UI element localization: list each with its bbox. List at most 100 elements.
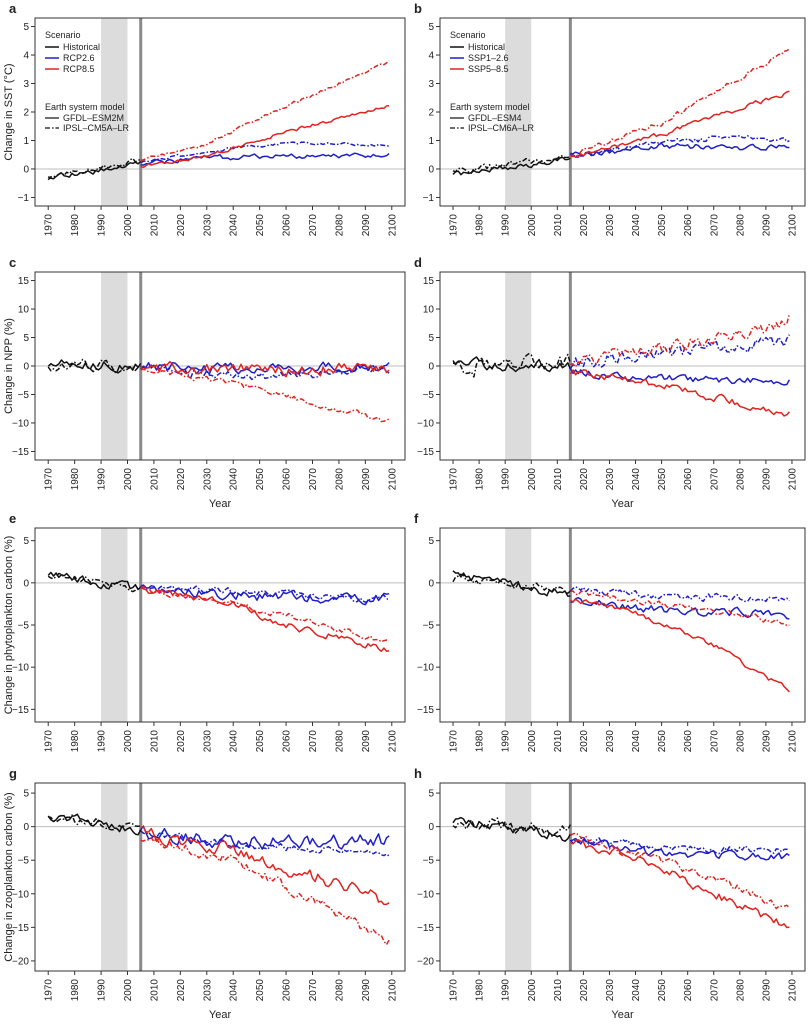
x-tick-label: 2030 [605,214,616,237]
series-line-historical-model2 [47,358,142,375]
y-tick-label: 4 [428,51,434,62]
panel-letter: d [414,255,422,270]
reference-band [505,18,532,206]
series-line-high-model2 [140,60,390,162]
x-axis-label: Year [209,498,232,510]
x-tick-label: 2100 [787,214,798,237]
panel-letter: a [9,1,17,16]
series-line-high-model1 [569,369,790,417]
panel-f: −15 −10 −5 0 5 1970 1980 1990 2000 2010 2020 2030 20… [414,511,806,753]
x-tick-label: 2060 [683,730,694,753]
x-tick-label: 2000 [123,468,134,491]
series-line-high-model1 [140,104,390,169]
x-tick-label: 2070 [308,730,319,753]
panel-e: −15 −10 −5 0 5 1970 1980 1990 2000 2010 2020 2030 20… [3,511,406,753]
y-tick-label: 2 [428,108,434,119]
x-tick-label: 2100 [787,730,798,753]
series-line-historical-model2 [452,817,572,837]
x-tick-label: 2080 [334,730,345,753]
plot-frame [34,782,406,972]
y-tick-label: −10 [417,663,434,674]
x-tick-label: 2090 [761,468,772,491]
y-tick-label: −1 [18,193,30,204]
x-tick-label: 2080 [334,468,345,491]
x-tick-label: 2090 [361,979,372,1002]
y-tick-label: 15 [423,276,435,287]
x-tick-label: 2040 [631,730,642,753]
x-tick-label: 2010 [149,214,160,237]
y-tick-label: −15 [417,923,434,934]
legend-model-label: IPSL–CM5A–LR [63,123,130,133]
y-tick-label: 3 [23,79,29,90]
series-line-low-model2 [140,585,390,603]
series-line-low-model1 [569,368,791,386]
legend-scenario-label: RCP2.6 [63,53,95,63]
x-tick-label: 1990 [501,979,512,1002]
x-tick-label: 2010 [553,468,564,491]
series-line-low-model1 [570,596,790,620]
x-tick-label: 2070 [709,468,720,491]
y-axis-label: Change in NPP (%) [3,318,15,414]
x-tick-label: 1970 [449,730,460,753]
panel-letter: b [414,1,422,16]
series-line-low-model1 [570,142,790,157]
x-tick-label: 2020 [579,730,590,753]
series-line-historical-model2 [47,157,141,181]
reference-band [101,18,128,206]
x-tick-label: 2000 [123,214,134,237]
y-axis-label: Change in SST (°C) [3,63,15,160]
y-tick-label: 5 [23,536,29,547]
x-axis-label: Year [209,1009,232,1021]
x-tick-label: 2080 [735,214,746,237]
series-line-historical-model1 [47,160,142,180]
x-tick-label: 2050 [255,468,266,491]
y-tick-label: 0 [23,578,29,589]
plot-frame [34,527,406,723]
y-tick-label: −15 [417,447,434,458]
x-tick-label: 2090 [361,730,372,753]
y-tick-label: 5 [428,333,434,344]
y-tick-label: −10 [417,889,434,900]
y-tick-label: −5 [18,621,30,632]
series-line-low-model2 [569,334,791,369]
x-tick-label: 1990 [97,468,108,491]
x-tick-label: 2030 [202,468,213,491]
series-line-historical-model1 [47,359,142,374]
series-line-low-model2 [140,141,390,164]
x-tick-label: 1970 [449,979,460,1002]
x-tick-label: 2010 [553,214,564,237]
series-line-low-model1 [140,361,390,376]
y-tick-label: 5 [428,22,434,33]
y-tick-label: −5 [18,856,30,867]
y-tick-label: −15 [417,705,434,716]
y-tick-label: 5 [23,789,29,800]
legend-scenario-label: RCP8.5 [63,64,95,74]
y-tick-label: −15 [12,447,29,458]
x-tick-label: 2100 [787,468,798,491]
y-tick-label: 1 [23,136,29,147]
series-line-low-model2 [569,586,790,603]
x-tick-label: 2070 [308,468,319,491]
panel-c: −15 −10 −5 0 5 10 15 1970 1980 1990 2000 2010 2020 20… [3,255,406,510]
x-tick-label: 2090 [761,730,772,753]
x-tick-label: 2030 [202,730,213,753]
y-tick-label: −5 [423,856,435,867]
series-line-high-model2 [570,590,790,627]
x-tick-label: 1980 [475,979,486,1002]
series-line-high-model2 [140,368,390,423]
x-tick-label: 1970 [44,468,55,491]
series-line-historical-model2 [48,814,141,831]
x-tick-label: 1970 [44,979,55,1002]
y-tick-label: 10 [423,305,435,316]
legend-model-label: GFDL–ESM2M [63,113,124,123]
series-line-high-model1 [570,90,790,159]
x-tick-label: 2030 [202,214,213,237]
panel-a: −1 0 1 2 3 4 5 1970 1980 1990 2000 2010 2020 2030 2040… [3,1,406,237]
y-tick-label: 0 [23,362,29,373]
x-tick-label: 2100 [387,730,398,753]
x-tick-label: 2080 [735,468,746,491]
x-axis-label: Year [611,1009,634,1021]
x-tick-label: 2040 [631,214,642,237]
y-tick-label: 1 [428,136,434,147]
